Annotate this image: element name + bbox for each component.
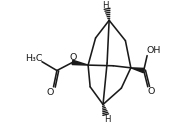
Text: H₃C: H₃C: [25, 55, 43, 63]
Text: O: O: [69, 53, 77, 62]
Text: O: O: [46, 88, 54, 97]
Text: H: H: [102, 1, 108, 10]
Text: O: O: [147, 87, 155, 96]
Polygon shape: [131, 68, 144, 73]
Polygon shape: [72, 60, 88, 65]
Text: H: H: [104, 115, 111, 124]
Text: OH: OH: [146, 46, 160, 55]
